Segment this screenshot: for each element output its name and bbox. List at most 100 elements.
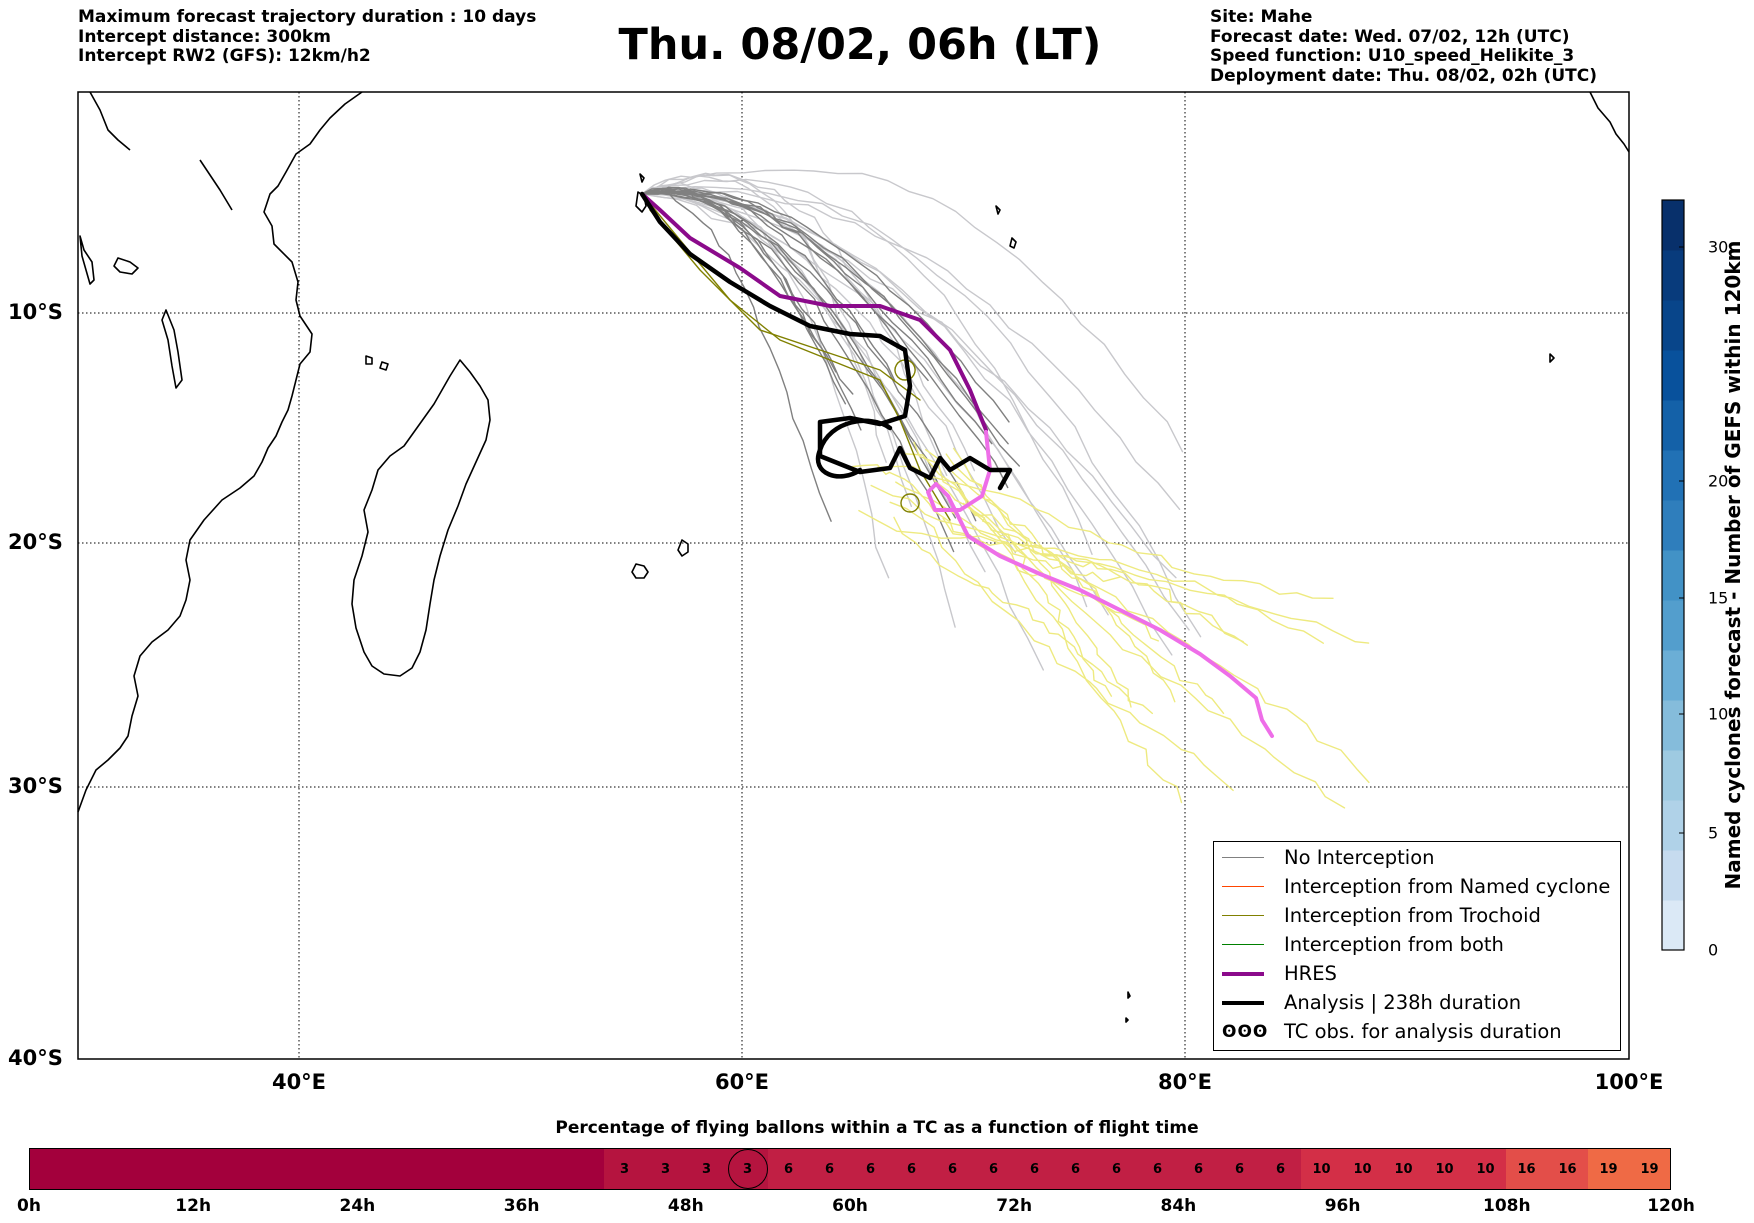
legend-item-hres: HRES — [1222, 959, 1337, 988]
percentage-bar-cell — [153, 1149, 194, 1189]
percentage-bar-cell — [317, 1149, 358, 1189]
legend-label: HRES — [1284, 962, 1337, 985]
percentage-bar-cell: 6 — [1178, 1149, 1219, 1189]
st-paul-islands — [1125, 991, 1131, 1023]
percentage-bar-cell — [358, 1149, 399, 1189]
trajectory-no-interception-light — [641, 190, 1190, 631]
percentage-bar-cell: 6 — [850, 1149, 891, 1189]
percentage-bar-cell: 6 — [768, 1149, 809, 1189]
percentage-bar-tick: 36h — [503, 1196, 540, 1216]
legend-swatch — [1222, 971, 1264, 976]
trajectory-no-interception-light — [641, 193, 1017, 554]
percentage-bar-cell — [563, 1149, 604, 1189]
percentage-bar-cell — [522, 1149, 563, 1189]
sumatra-coast — [1589, 91, 1630, 153]
trajectory-yellow-member — [942, 517, 1248, 646]
trajectory-no-interception-light — [641, 186, 1202, 638]
colorbar-segment — [1662, 250, 1684, 301]
legend-item-both: Interception from both — [1222, 930, 1504, 959]
trajectory-no-interception-light — [641, 181, 890, 579]
percentage-bar-value: 6 — [1234, 1161, 1245, 1177]
percentage-bar: 3 3 3 3 6 6 6 6 6 6 6 6 6 6 6 6 6 10 10 10 10 10 16 16 19 19 — [29, 1148, 1671, 1190]
trajectory-hres-late — [926, 430, 1274, 738]
percentage-bar-cell: 6 — [891, 1149, 932, 1189]
trajectory-yellow-member — [858, 509, 1370, 644]
percentage-bar-cell — [399, 1149, 440, 1189]
header-intercept-distance: Intercept distance: 300km — [78, 26, 331, 47]
colorbar-tick-20: 20 — [1708, 471, 1729, 491]
percentage-bar-tick: 12h — [175, 1196, 212, 1216]
lat-label-20s: 20°S — [8, 530, 63, 554]
trajectory-no-interception-light — [641, 174, 948, 476]
percentage-bar-cell: 3 — [686, 1149, 727, 1189]
trajectory-no-interception-light — [641, 169, 1184, 453]
percentage-bar-cell: 6 — [1137, 1149, 1178, 1189]
percentage-bar-value: 10 — [1435, 1161, 1454, 1177]
percentage-bar-value: 6 — [1193, 1161, 1204, 1177]
trajectory-no-interception-light — [641, 191, 986, 573]
header-duration: Maximum forecast trajectory duration : 1… — [78, 7, 537, 27]
africa-coast — [77, 91, 363, 813]
legend-label: Interception from Trochoid — [1284, 904, 1541, 927]
legend-swatch — [1222, 944, 1264, 945]
legend-label: No Interception — [1284, 846, 1435, 869]
horn-coast — [199, 159, 233, 211]
trajectory-yellow-member — [933, 479, 1225, 714]
lake-victoria — [113, 257, 139, 275]
legend-label: Interception from Named cyclone — [1284, 875, 1611, 898]
percentage-bar-cell — [30, 1149, 71, 1189]
percentage-bar-cell — [440, 1149, 481, 1189]
percentage-bar-value: 6 — [988, 1161, 999, 1177]
percentage-bar-value: 3 — [619, 1161, 630, 1177]
trajectory-hres — [640, 192, 988, 432]
lake-tanganyika — [79, 235, 95, 285]
legend-swatch — [1222, 915, 1264, 916]
cyclone-colorbar — [1661, 199, 1685, 951]
percentage-bar-tick: 0h — [17, 1196, 41, 1216]
percentage-bar-value: 6 — [906, 1161, 917, 1177]
percentage-bar-tick: 24h — [339, 1196, 376, 1216]
legend-item-analysis: Analysis | 238h duration — [1222, 988, 1521, 1017]
percentage-bar-tick: 72h — [996, 1196, 1033, 1216]
percentage-bar-value: 6 — [1152, 1161, 1163, 1177]
cocos-islands — [1549, 353, 1555, 363]
colorbar-segment — [1662, 350, 1684, 401]
percentage-bar-cell: 6 — [932, 1149, 973, 1189]
colorbar-tick-15: 15 — [1708, 588, 1729, 608]
percentage-bar-cell — [235, 1149, 276, 1189]
percentage-bar-value: 6 — [783, 1161, 794, 1177]
trajectory-bundle — [639, 169, 1370, 809]
chagos — [995, 205, 1017, 249]
colorbar-label: Named cyclones forecast - Number of GEFS… — [1721, 240, 1745, 890]
legend-item-trochoid: Interception from Trochoid — [1222, 901, 1541, 930]
trajectory-yellow-member — [962, 502, 1244, 643]
legend-item-tc-obs: ʘʘʘ TC obs. for analysis duration — [1222, 1017, 1562, 1046]
lon-label-60e: 60°E — [714, 1070, 770, 1094]
trajectory-no-interception — [641, 191, 832, 522]
colorbar-tick-0: 0 — [1708, 940, 1719, 960]
percentage-bar-cell: 16 — [1547, 1149, 1588, 1189]
percentage-bar-tick: 120h — [1647, 1196, 1695, 1216]
legend-swatch — [1222, 1000, 1264, 1005]
percentage-bar-cell — [481, 1149, 522, 1189]
comoros — [365, 355, 389, 371]
percentage-bar-cell — [71, 1149, 112, 1189]
percentage-bar-cell — [276, 1149, 317, 1189]
percentage-bar-value: 10 — [1394, 1161, 1413, 1177]
colorbar-segment — [1662, 900, 1684, 951]
header-speed-function: Speed function: U10_speed_Helikite_3 — [1210, 46, 1575, 66]
header-intercept-rw2: Intercept RW2 (GFS): 12km/h2 — [78, 46, 371, 66]
lon-label-100e: 100°E — [1594, 1070, 1664, 1094]
lon-label-80e: 80°E — [1157, 1070, 1213, 1094]
trajectory-yellow-member — [902, 453, 1346, 809]
percentage-bar-cell: 6 — [973, 1149, 1014, 1189]
percentage-bar-cell: 10 — [1342, 1149, 1383, 1189]
trajectory-no-interception-light — [641, 187, 1181, 510]
percentage-bar-tick: 84h — [1160, 1196, 1197, 1216]
colorbar-segment — [1662, 750, 1684, 801]
madagascar — [351, 359, 491, 677]
percentage-bar-value: 10 — [1312, 1161, 1331, 1177]
percentage-bar-value: 3 — [660, 1161, 671, 1177]
percentage-bar-cell: 6 — [1096, 1149, 1137, 1189]
